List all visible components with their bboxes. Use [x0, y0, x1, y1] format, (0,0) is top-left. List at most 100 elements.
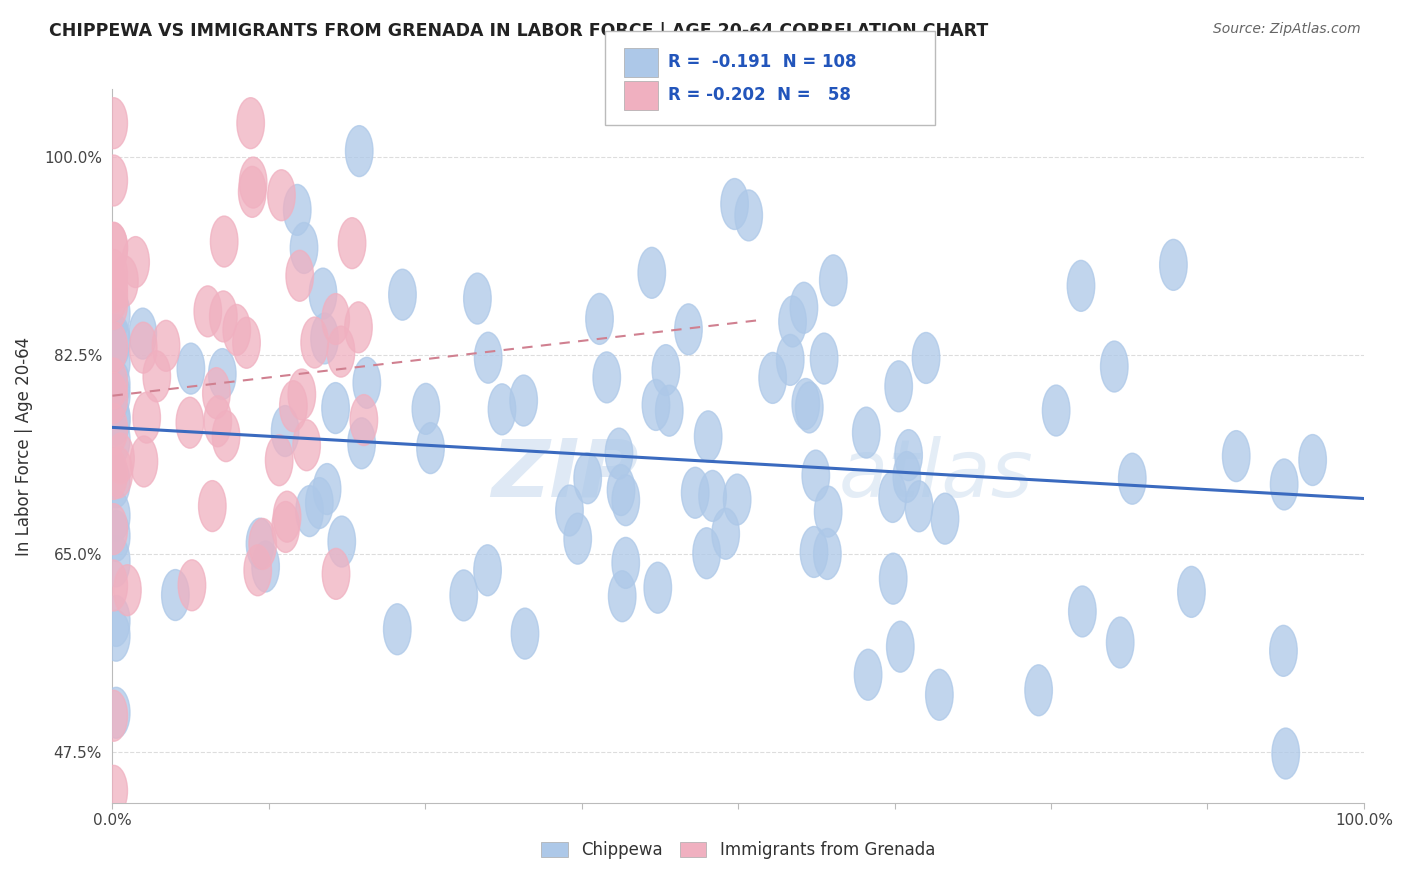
Ellipse shape [564, 513, 592, 564]
Ellipse shape [612, 475, 640, 525]
Ellipse shape [152, 320, 180, 371]
Ellipse shape [100, 403, 128, 454]
Ellipse shape [346, 126, 373, 177]
Ellipse shape [233, 318, 260, 368]
Ellipse shape [586, 293, 613, 344]
Ellipse shape [314, 464, 340, 515]
Ellipse shape [212, 410, 240, 462]
Ellipse shape [202, 368, 231, 418]
Ellipse shape [134, 392, 160, 443]
Ellipse shape [301, 317, 329, 368]
Ellipse shape [100, 223, 128, 274]
Ellipse shape [100, 504, 128, 555]
Ellipse shape [605, 428, 633, 479]
Ellipse shape [143, 351, 170, 402]
Ellipse shape [510, 375, 537, 426]
Ellipse shape [894, 430, 922, 481]
Ellipse shape [100, 98, 128, 149]
Ellipse shape [852, 407, 880, 458]
Text: Source: ZipAtlas.com: Source: ZipAtlas.com [1213, 22, 1361, 37]
Ellipse shape [931, 493, 959, 544]
Ellipse shape [721, 178, 748, 229]
Ellipse shape [131, 436, 157, 487]
Ellipse shape [224, 304, 250, 355]
Ellipse shape [328, 516, 356, 567]
Ellipse shape [252, 541, 280, 592]
Ellipse shape [1272, 728, 1299, 779]
Ellipse shape [194, 285, 222, 337]
Ellipse shape [103, 457, 129, 508]
Ellipse shape [814, 486, 842, 537]
Ellipse shape [1299, 434, 1326, 485]
Ellipse shape [100, 278, 128, 329]
Ellipse shape [271, 406, 299, 457]
Ellipse shape [245, 545, 271, 596]
Ellipse shape [893, 451, 921, 502]
Ellipse shape [711, 508, 740, 559]
Ellipse shape [239, 157, 267, 208]
Ellipse shape [100, 270, 128, 321]
Ellipse shape [474, 545, 502, 596]
Ellipse shape [295, 485, 323, 537]
Ellipse shape [100, 765, 128, 816]
Ellipse shape [249, 518, 277, 569]
Ellipse shape [474, 332, 502, 384]
Ellipse shape [114, 565, 141, 615]
Ellipse shape [796, 382, 823, 433]
Ellipse shape [290, 222, 318, 274]
Ellipse shape [801, 450, 830, 501]
Ellipse shape [723, 474, 751, 525]
Ellipse shape [198, 481, 226, 532]
Ellipse shape [759, 352, 786, 403]
Ellipse shape [912, 333, 939, 384]
Ellipse shape [735, 190, 762, 241]
Ellipse shape [103, 359, 129, 410]
Ellipse shape [103, 688, 129, 739]
Ellipse shape [100, 322, 128, 373]
Ellipse shape [905, 481, 932, 532]
Ellipse shape [103, 510, 129, 561]
Ellipse shape [100, 372, 128, 423]
Ellipse shape [204, 396, 232, 447]
Ellipse shape [800, 526, 828, 577]
Ellipse shape [100, 261, 128, 313]
Ellipse shape [103, 596, 129, 647]
Ellipse shape [162, 570, 190, 621]
Ellipse shape [122, 236, 149, 287]
Ellipse shape [100, 155, 128, 206]
Ellipse shape [1069, 586, 1097, 637]
Ellipse shape [638, 247, 665, 298]
Ellipse shape [574, 453, 602, 504]
Ellipse shape [100, 560, 128, 611]
Ellipse shape [644, 562, 672, 613]
Ellipse shape [652, 344, 679, 396]
Ellipse shape [388, 269, 416, 320]
Ellipse shape [273, 491, 301, 542]
Ellipse shape [879, 472, 907, 523]
Ellipse shape [103, 318, 129, 368]
Ellipse shape [322, 549, 350, 599]
Ellipse shape [236, 98, 264, 149]
Legend: Chippewa, Immigrants from Grenada: Chippewa, Immigrants from Grenada [534, 835, 942, 866]
Ellipse shape [266, 434, 292, 486]
Ellipse shape [292, 420, 321, 471]
Ellipse shape [208, 349, 236, 400]
Ellipse shape [100, 449, 128, 500]
Ellipse shape [103, 536, 129, 587]
Ellipse shape [1101, 341, 1128, 392]
Text: CHIPPEWA VS IMMIGRANTS FROM GRENADA IN LABOR FORCE | AGE 20-64 CORRELATION CHART: CHIPPEWA VS IMMIGRANTS FROM GRENADA IN L… [49, 22, 988, 40]
Text: R = -0.202  N =   58: R = -0.202 N = 58 [668, 87, 851, 104]
Ellipse shape [179, 560, 205, 611]
Ellipse shape [412, 384, 440, 434]
Ellipse shape [820, 255, 846, 306]
Ellipse shape [103, 288, 129, 339]
Ellipse shape [103, 414, 129, 465]
Ellipse shape [239, 167, 266, 218]
Ellipse shape [347, 417, 375, 469]
Ellipse shape [350, 394, 378, 445]
Text: R =  -0.191  N = 108: R = -0.191 N = 108 [668, 54, 856, 71]
Ellipse shape [103, 369, 129, 420]
Ellipse shape [1271, 459, 1298, 510]
Ellipse shape [211, 216, 238, 267]
Ellipse shape [246, 518, 274, 569]
